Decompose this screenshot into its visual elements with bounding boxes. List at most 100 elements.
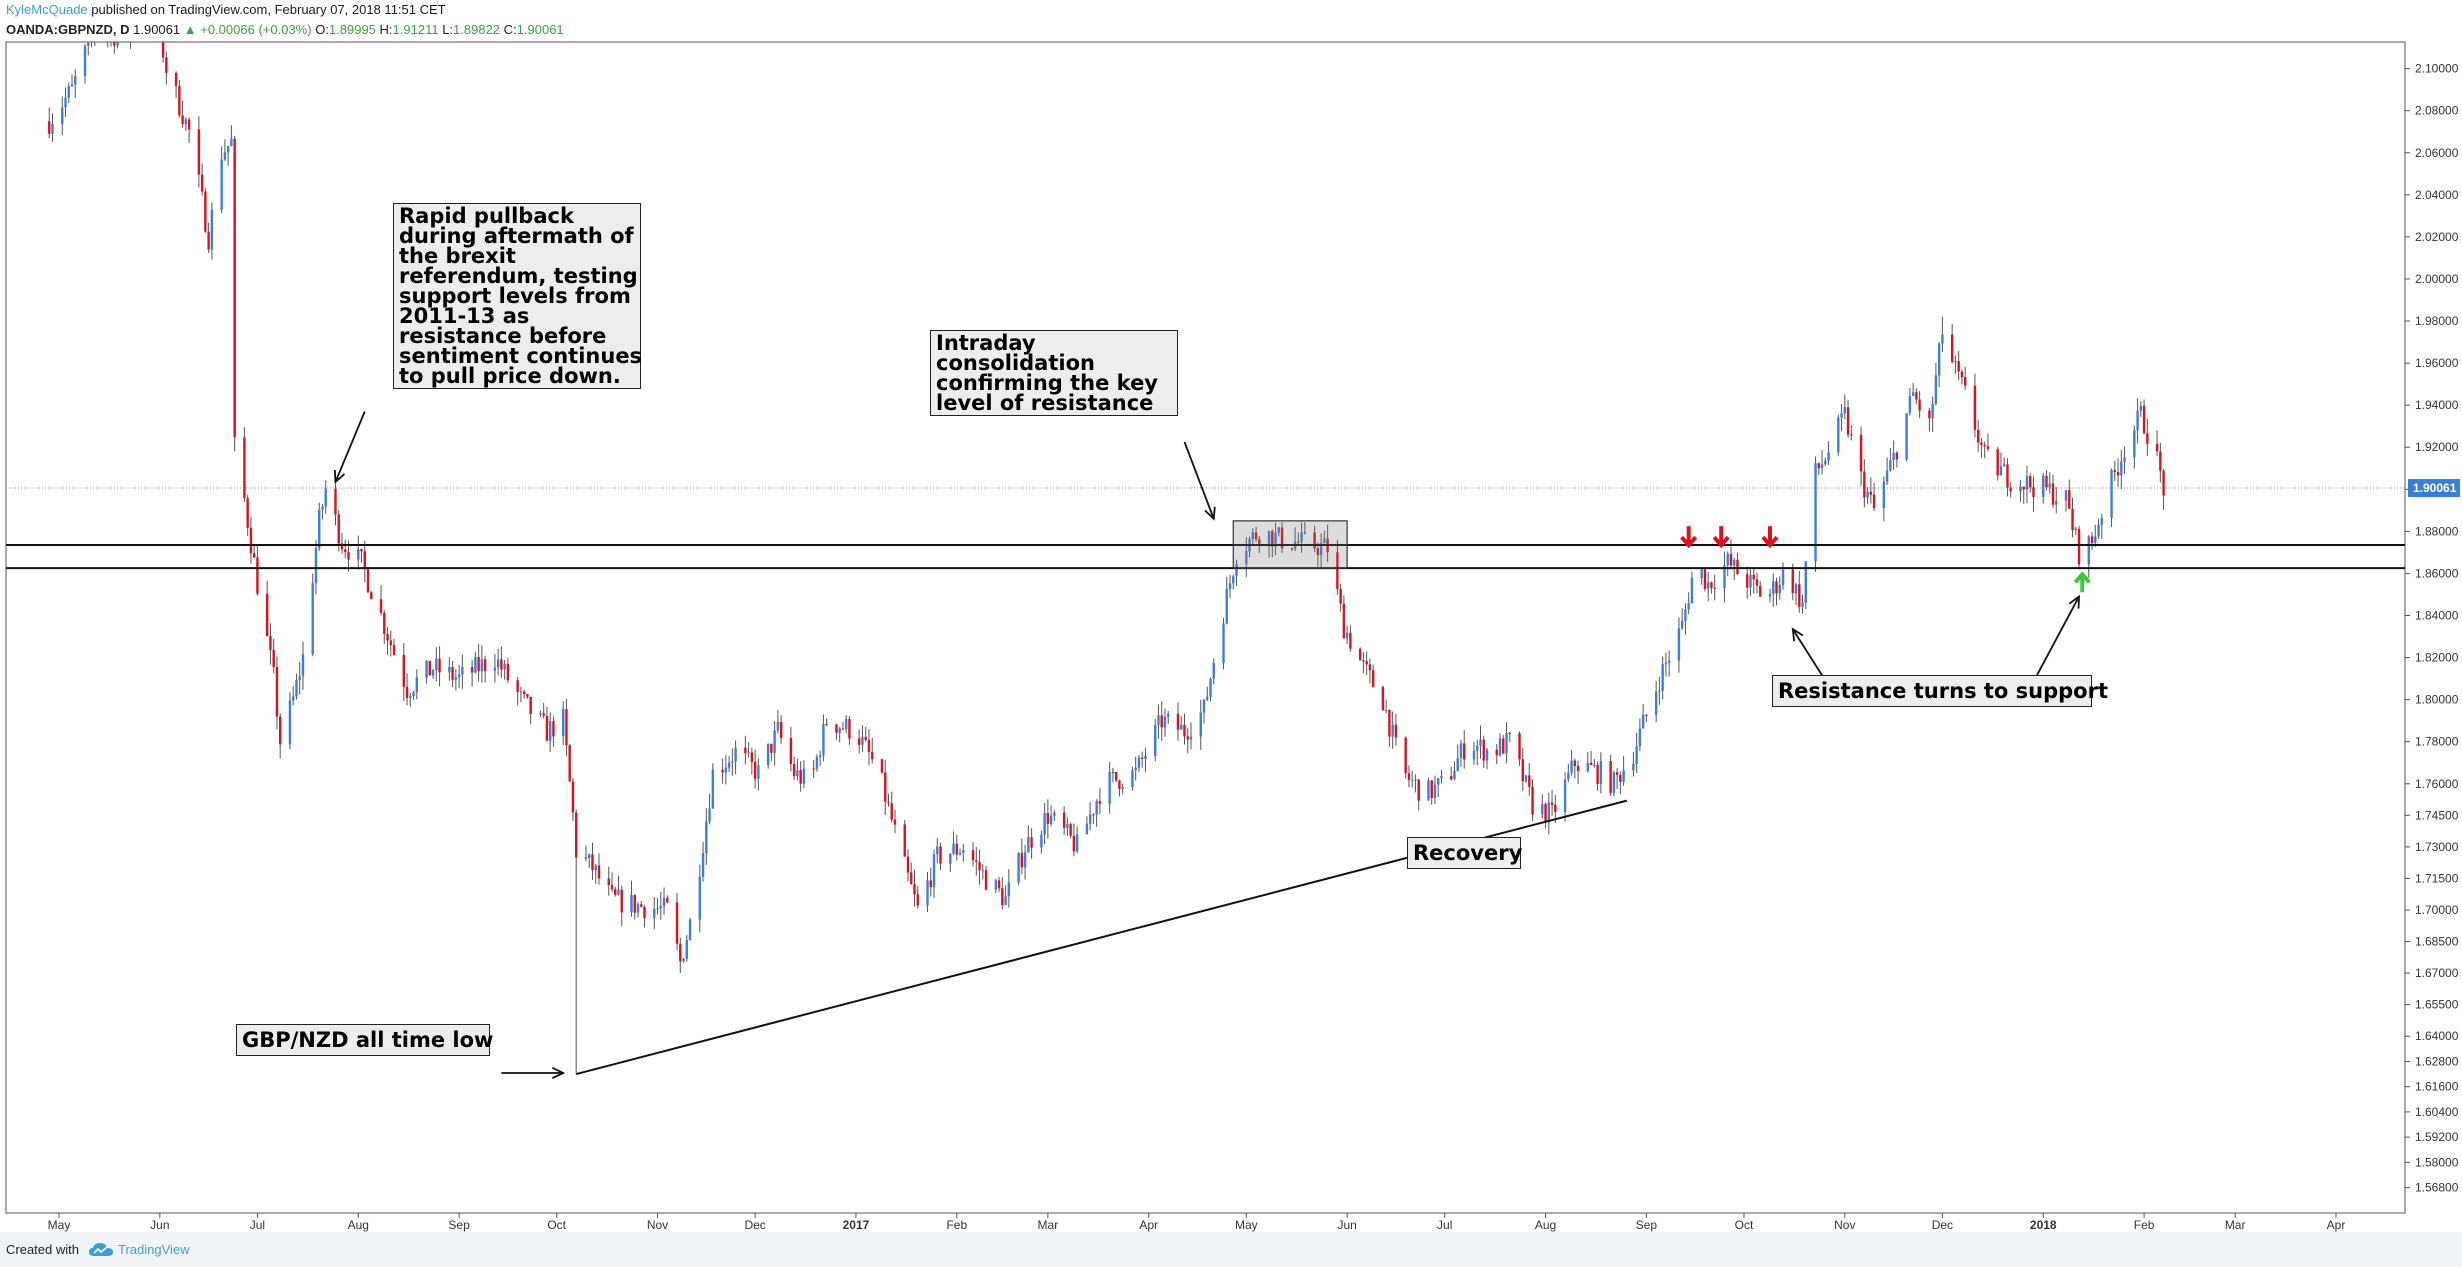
candle-body [643,906,646,919]
annotation-line: sentiment continues [399,344,643,368]
candle [152,0,154,40]
candle-body [1869,491,1873,495]
candle [539,710,542,718]
candle [607,866,610,896]
candle [734,740,737,775]
candle [1609,754,1612,796]
candle [1596,761,1599,791]
candle-body [1245,551,1248,564]
candle [1645,714,1648,722]
candle-body [83,45,87,77]
low-label: L: [442,22,454,37]
pointer-arrow [333,411,366,484]
candle [910,862,913,885]
candle [1752,567,1755,594]
candle [1404,736,1407,779]
candle [83,44,87,84]
candle-body [1202,699,1206,713]
candle-body [952,843,955,854]
candle-body [1983,444,1986,447]
candle [295,673,298,700]
candle-body [2025,476,2029,490]
low-value: 1.89822 [453,22,501,37]
candle-body [1254,532,1258,540]
candle [835,723,838,740]
annotation-line: resistance before [399,324,607,348]
price-chart[interactable]: 2.10000 2.08000 2.06000 2.04000 2.02000 2.000… [0,0,2462,1232]
candle-body [1775,581,1778,594]
candle-body [1820,464,1824,469]
candle [366,567,370,594]
x-tick-label: Feb [946,1218,967,1232]
candle [1599,752,1603,794]
candle [636,902,640,918]
candle [1524,774,1528,784]
candle-body [1069,824,1072,836]
candle-body [1339,588,1342,604]
high-label: H: [379,22,393,37]
candle [789,726,793,772]
annotation-brexit-pullback: Rapid pullback during aftermath of the b… [393,203,643,389]
candle-body [1453,771,1456,780]
candle-body [1508,732,1511,734]
candle [1472,741,1476,765]
candle-body [2003,464,2006,467]
annotation-line: during aftermath of [399,224,634,248]
candle-body [662,897,666,907]
candle-body [2068,490,2071,509]
candle [871,737,874,764]
candle [181,100,184,128]
candle-body [1049,815,1053,824]
candle [1368,658,1372,684]
candle-body [295,679,298,697]
candle [610,872,614,892]
candle [1111,767,1115,782]
candle-body [1023,852,1027,868]
candle-body [1437,778,1440,785]
candle-body [2159,451,2162,471]
candle-body [1137,757,1141,768]
candle [1479,725,1482,759]
candle-body [1472,750,1476,760]
candle-body [344,549,347,553]
candle [233,136,236,452]
candle-body [1846,407,1850,435]
candle-body [1154,724,1157,756]
candle [822,714,825,762]
y-tick-label: 1.71500 [2415,871,2459,885]
candle [1505,722,1508,764]
candle-body [470,666,474,673]
candle-body [428,660,432,676]
candle-body [1258,539,1261,544]
candle [249,516,253,564]
candle-body [698,876,702,920]
candle [1362,652,1365,674]
y-tick-label: 2.04000 [2415,188,2459,202]
candle [1954,355,1957,374]
candle [120,26,122,41]
candle-body [1882,481,1886,509]
candle-body [370,592,373,600]
candle-body [802,768,806,784]
candle-body [591,854,594,871]
candle [94,42,96,46]
candle-body [431,670,435,676]
candle [324,480,327,514]
candle-body [955,843,958,855]
footer-bar: Created with TradingView [0,1232,2462,1267]
candle [457,665,461,689]
candle-body [773,730,776,753]
current-price-label-bg [2408,479,2460,498]
candle [796,758,799,781]
support-arrow-icon [2073,571,2091,593]
candle [597,853,601,885]
candle [1095,799,1098,827]
candle [220,146,223,214]
author-link[interactable]: KyleMcQuade [6,2,88,17]
candle [2029,473,2032,493]
candle [1791,563,1794,601]
tradingview-brand-link[interactable]: TradingView [118,1242,190,1257]
candle [477,644,480,682]
candle [913,869,916,907]
annotation-line: 2011-13 as [399,304,530,328]
